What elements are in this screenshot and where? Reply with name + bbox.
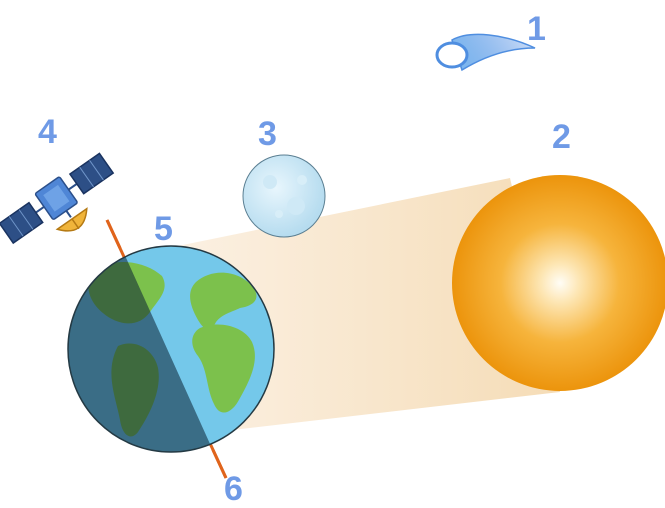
- comet-icon: [435, 33, 536, 72]
- label-earth-north: 5: [154, 210, 173, 248]
- label-moon: 3: [258, 115, 277, 153]
- label-comet: 1: [527, 10, 546, 48]
- satellite-icon: [0, 152, 115, 245]
- moon-icon: [242, 154, 326, 238]
- label-satellite: 4: [38, 113, 57, 151]
- earth-axis-north: [105, 219, 122, 249]
- label-sun: 2: [552, 118, 571, 156]
- label-earth-south: 6: [224, 470, 243, 508]
- earth-axis-south: [211, 449, 228, 479]
- sun-icon: [452, 175, 665, 391]
